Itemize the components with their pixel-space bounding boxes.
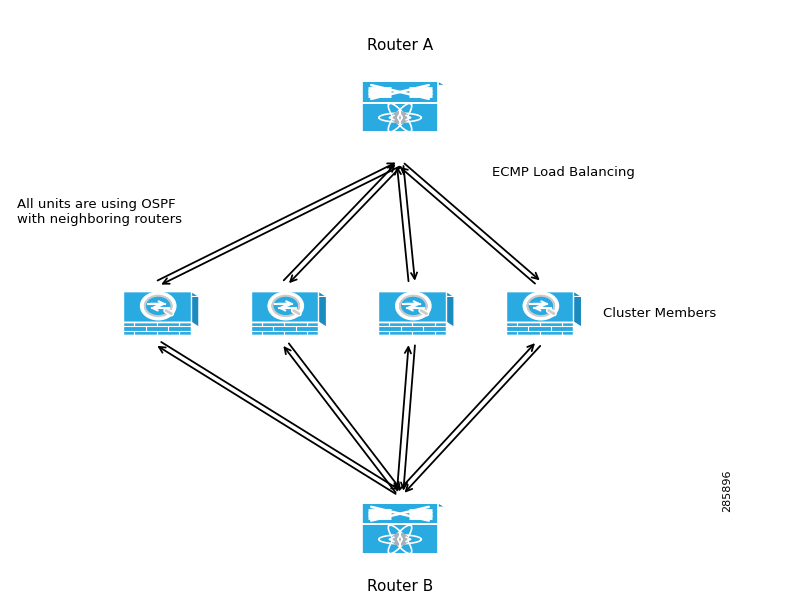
Bar — [378, 322, 446, 335]
Text: 285896: 285896 — [722, 469, 732, 511]
Text: Router A: Router A — [367, 38, 433, 53]
Bar — [362, 524, 438, 554]
Circle shape — [273, 296, 298, 316]
Text: All units are using OSPF
with neighboring routers: All units are using OSPF with neighborin… — [18, 198, 182, 227]
Bar — [378, 291, 446, 322]
Text: Cluster Members: Cluster Members — [603, 306, 717, 320]
Bar — [362, 503, 438, 524]
Polygon shape — [438, 103, 446, 107]
Bar — [506, 322, 574, 335]
Bar — [250, 291, 318, 322]
Polygon shape — [438, 524, 446, 529]
Circle shape — [145, 296, 171, 316]
Polygon shape — [506, 291, 582, 297]
Polygon shape — [190, 291, 199, 327]
Bar — [123, 322, 190, 335]
Text: Router B: Router B — [367, 579, 433, 594]
Bar — [250, 322, 318, 335]
Polygon shape — [378, 291, 454, 297]
Circle shape — [528, 296, 554, 316]
Polygon shape — [362, 81, 446, 85]
Polygon shape — [250, 291, 326, 297]
Circle shape — [393, 534, 407, 545]
Polygon shape — [574, 291, 582, 327]
Circle shape — [393, 112, 407, 123]
Polygon shape — [446, 291, 454, 327]
Text: ECMP Load Balancing: ECMP Load Balancing — [492, 166, 634, 179]
Bar — [362, 81, 438, 103]
Bar — [506, 291, 574, 322]
Bar — [362, 103, 438, 133]
Circle shape — [400, 296, 426, 316]
Polygon shape — [318, 291, 326, 327]
Bar — [123, 291, 190, 322]
Polygon shape — [362, 503, 446, 507]
Polygon shape — [123, 291, 199, 297]
